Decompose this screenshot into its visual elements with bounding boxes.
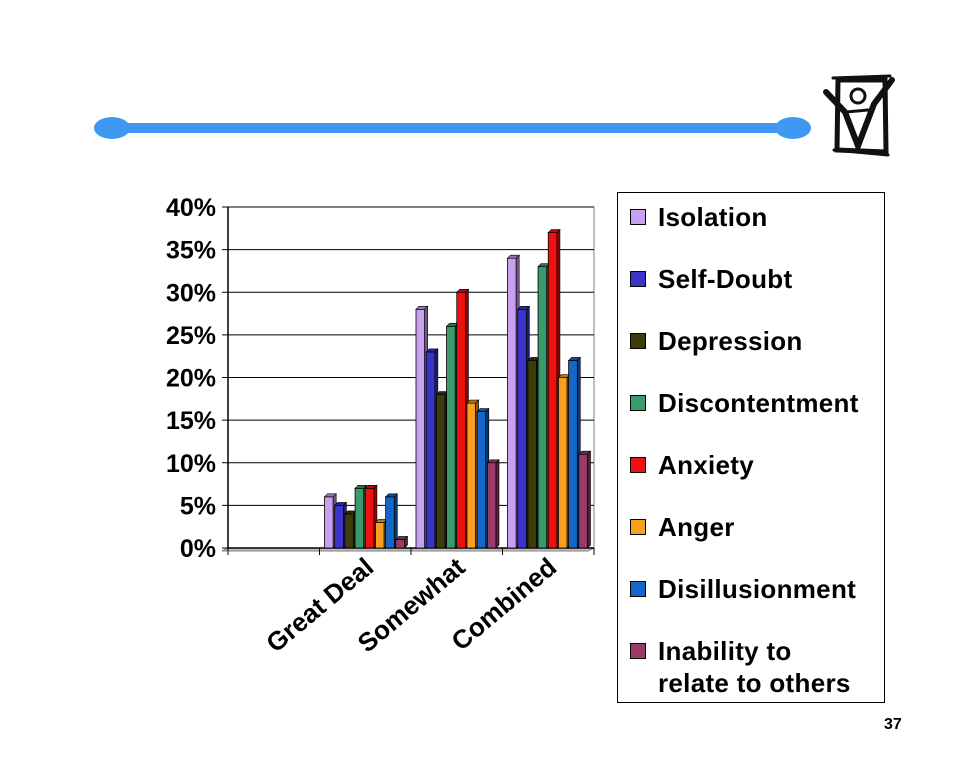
legend-label: Isolation xyxy=(658,202,768,232)
y-tick-label: 35% xyxy=(166,237,216,265)
legend-swatch xyxy=(630,333,646,349)
y-tick-label: 10% xyxy=(166,450,216,478)
header-bar-left-cap xyxy=(94,117,130,139)
bar xyxy=(486,462,497,549)
bar xyxy=(425,351,436,549)
bar xyxy=(435,394,446,549)
y-tick-label: 0% xyxy=(180,535,216,563)
chart-legend: Isolation Self-Doubt Depression Discontentm… xyxy=(617,192,885,703)
bar xyxy=(537,266,548,549)
legend-swatch xyxy=(630,643,646,659)
y-tick-label: 40% xyxy=(166,194,216,222)
bar xyxy=(578,453,588,549)
legend-swatch xyxy=(630,209,646,225)
legend-swatch xyxy=(630,457,646,473)
page-number: 37 xyxy=(884,716,902,733)
legend-swatch xyxy=(630,519,646,535)
legend-label: Disillusionment xyxy=(658,574,857,604)
bar xyxy=(527,360,537,549)
bar-side xyxy=(495,459,500,549)
legend-label: Inability to relate to others xyxy=(658,636,851,698)
bar xyxy=(324,496,334,549)
bar-side xyxy=(587,450,591,549)
legend-label: Depression xyxy=(658,326,803,356)
legend-label: Discontentment xyxy=(658,388,859,418)
legend-label: Anger xyxy=(658,512,735,542)
bar xyxy=(476,411,487,549)
bar xyxy=(446,325,456,549)
bar xyxy=(364,487,375,549)
header-bar-right-cap xyxy=(775,117,811,139)
bar xyxy=(507,257,517,549)
legend-swatch xyxy=(630,271,646,287)
bar xyxy=(354,487,365,549)
legend-swatch xyxy=(630,395,646,411)
chart-plot: 0%5%10%15%20%25%30%35%40%Great DealSomew… xyxy=(166,194,595,658)
legend-label: Self-Doubt xyxy=(658,264,793,294)
bar xyxy=(375,522,385,549)
checkbox-with-figure-icon xyxy=(823,74,895,157)
bar xyxy=(547,232,558,549)
header-bar xyxy=(94,117,811,139)
header-bar-line xyxy=(112,123,794,133)
legend-label: Anxiety xyxy=(658,450,755,480)
y-tick-label: 25% xyxy=(166,322,216,350)
bar xyxy=(558,377,568,549)
bar xyxy=(466,402,477,549)
y-tick-label: 20% xyxy=(166,365,216,393)
bar xyxy=(334,504,344,549)
bar xyxy=(415,308,426,549)
bar-side xyxy=(404,535,408,549)
bar xyxy=(385,496,395,549)
legend-swatch xyxy=(630,581,646,597)
y-tick-label: 15% xyxy=(166,407,216,435)
bar xyxy=(517,308,527,549)
y-tick-label: 5% xyxy=(180,492,216,520)
bar xyxy=(568,360,578,549)
y-tick-label: 30% xyxy=(166,279,216,307)
bar xyxy=(456,291,466,549)
bar xyxy=(395,539,405,549)
bar xyxy=(344,513,354,549)
